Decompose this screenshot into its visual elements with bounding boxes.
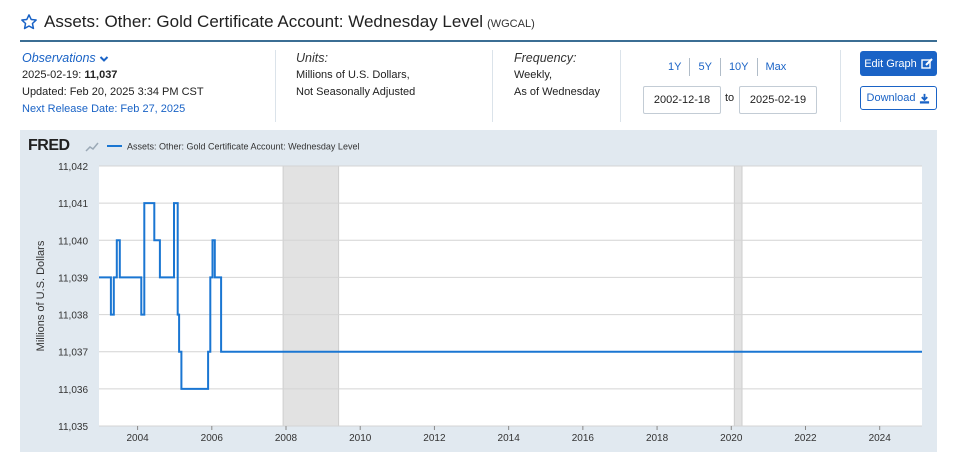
star-icon[interactable] xyxy=(20,13,38,31)
observations-heading: Observations xyxy=(22,51,96,65)
y-tick-label: 11,037 xyxy=(58,348,88,359)
x-tick-label: 2012 xyxy=(423,433,446,444)
x-tick-label: 2006 xyxy=(201,433,224,444)
recession-band xyxy=(733,165,743,427)
y-tick-label: 11,039 xyxy=(58,273,88,284)
range-divider xyxy=(689,58,691,76)
x-tick-label: 2024 xyxy=(869,433,892,444)
page-title: Assets: Other: Gold Certificate Account:… xyxy=(44,12,484,31)
units-panel: Units: Millions of U.S. Dollars, Not Sea… xyxy=(296,50,415,101)
x-tick-label: 2018 xyxy=(646,433,669,444)
range-5y-button[interactable]: 5Y xyxy=(698,61,712,73)
fred-graph-icon xyxy=(85,142,99,152)
y-tick-label: 11,041 xyxy=(58,199,88,210)
y-axis-label: Millions of U.S. Dollars xyxy=(35,240,47,351)
range-divider xyxy=(719,58,721,76)
end-date-input[interactable] xyxy=(739,86,817,114)
x-tick-label: 2016 xyxy=(572,433,595,444)
download-label: Download xyxy=(866,92,916,104)
x-tick-label: 2008 xyxy=(275,433,298,444)
column-divider xyxy=(492,50,493,122)
x-tick-label: 2010 xyxy=(349,433,372,444)
y-tick-label: 11,035 xyxy=(58,422,88,433)
download-button[interactable]: Download xyxy=(860,86,937,110)
range-max-button[interactable]: Max xyxy=(765,61,787,73)
frequency-line-1: Weekly, xyxy=(514,69,553,81)
units-heading: Units: xyxy=(296,51,328,65)
range-divider xyxy=(756,58,758,76)
frequency-line-2: As of Wednesday xyxy=(514,86,601,98)
latest-observation: 2025-02-19: 11,037 xyxy=(22,67,204,84)
observations-panel: Observations 2025-02-19: 11,037 Updated:… xyxy=(22,50,204,118)
range-1y-button[interactable]: 1Y xyxy=(668,61,682,73)
chevron-down-icon xyxy=(99,55,108,62)
y-tick-label: 11,038 xyxy=(58,311,88,322)
column-divider xyxy=(840,50,841,122)
plot-background xyxy=(99,166,922,426)
title-divider xyxy=(20,40,937,42)
observation-date: 2025-02-19: xyxy=(22,69,82,81)
observations-dropdown[interactable]: Observations xyxy=(22,50,204,67)
frequency-heading: Frequency: xyxy=(514,51,577,65)
download-icon xyxy=(920,93,930,104)
updated-text: Updated: Feb 20, 2025 3:34 PM CST xyxy=(22,86,204,98)
edit-icon xyxy=(921,57,933,69)
units-line-1: Millions of U.S. Dollars, xyxy=(296,69,410,81)
edit-graph-label: Edit Graph xyxy=(864,57,917,70)
x-tick-label: 2004 xyxy=(126,433,149,444)
frequency-panel: Frequency: Weekly, As of Wednesday xyxy=(514,50,600,101)
x-tick-label: 2020 xyxy=(720,433,743,444)
next-release-link[interactable]: Next Release Date: Feb 27, 2025 xyxy=(22,103,186,115)
column-divider xyxy=(275,50,276,122)
column-divider xyxy=(620,50,621,122)
y-tick-label: 11,036 xyxy=(58,385,88,396)
range-10y-button[interactable]: 10Y xyxy=(728,61,749,73)
units-line-2: Not Seasonally Adjusted xyxy=(296,86,416,98)
fred-logo: FRED xyxy=(28,137,70,154)
title-row: Assets: Other: Gold Certificate Account:… xyxy=(20,10,535,34)
x-tick-label: 2022 xyxy=(794,433,817,444)
y-tick-label: 11,040 xyxy=(58,236,88,247)
range-selector: 1Y 5Y 10Y Max xyxy=(660,58,794,76)
observation-value: 11,037 xyxy=(84,69,118,81)
y-tick-label: 11,042 xyxy=(58,162,88,173)
legend-label: Assets: Other: Gold Certificate Account:… xyxy=(127,142,359,152)
series-code: (WGCAL) xyxy=(487,18,535,30)
start-date-input[interactable] xyxy=(643,86,721,114)
series-line xyxy=(99,202,922,390)
to-label: to xyxy=(725,92,735,104)
recession-band xyxy=(282,165,340,427)
x-tick-label: 2014 xyxy=(498,433,521,444)
edit-graph-button[interactable]: Edit Graph xyxy=(860,51,937,76)
